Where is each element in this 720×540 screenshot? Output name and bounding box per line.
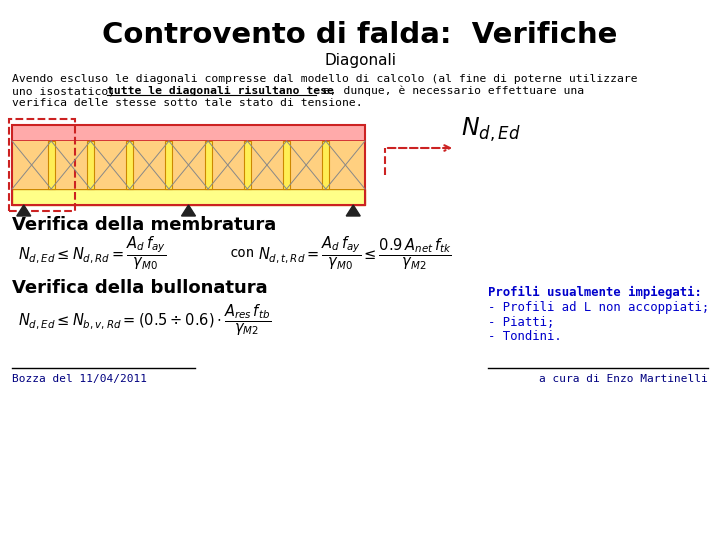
Text: Diagonali: Diagonali [324, 52, 396, 68]
Bar [12, 189, 365, 205]
Text: tutte le diagonali risultano tese: tutte le diagonali risultano tese [107, 86, 334, 96]
Bar [126, 141, 133, 189]
Bar [244, 141, 251, 189]
Text: Avendo escluso le diagonali compresse dal modello di calcolo (al fine di poterne: Avendo escluso le diagonali compresse da… [12, 74, 638, 84]
Polygon shape [17, 205, 31, 216]
Bar [12, 141, 365, 189]
Text: Bozza del 11/04/2011: Bozza del 11/04/2011 [12, 374, 147, 384]
Bar [87, 141, 94, 189]
Bar [283, 141, 290, 189]
Text: - Profili ad L non accoppiati;: - Profili ad L non accoppiati; [488, 300, 709, 314]
Text: $N_{d,Ed}$: $N_{d,Ed}$ [461, 116, 521, 144]
Text: - Piatti;: - Piatti; [488, 315, 554, 328]
Text: verifica delle stesse sotto tale stato di tensione.: verifica delle stesse sotto tale stato d… [12, 98, 363, 108]
Text: $N_{d,Ed} \leq N_{d,Rd} = \dfrac{A_d\,f_{ay}}{\gamma_{M0}}$: $N_{d,Ed} \leq N_{d,Rd} = \dfrac{A_d\,f_… [18, 234, 166, 272]
Text: Verifica della membratura: Verifica della membratura [12, 216, 276, 234]
Bar [12, 125, 365, 205]
Text: Profili usualmente impiegati:: Profili usualmente impiegati: [488, 286, 702, 299]
Text: Verifica della bullonatura: Verifica della bullonatura [12, 279, 268, 297]
Text: $N_{d,Ed} \leq N_{b,v,Rd} = (0.5 \div 0.6)\cdot\dfrac{A_{res}\,f_{tb}}{\gamma_{M: $N_{d,Ed} \leq N_{b,v,Rd} = (0.5 \div 0.… [18, 302, 271, 338]
Text: $N_{d,t,Rd} = \dfrac{A_d\,f_{ay}}{\gamma_{M0}} \leq \dfrac{0.9\,A_{net}\,f_{tk}}: $N_{d,t,Rd} = \dfrac{A_d\,f_{ay}}{\gamma… [258, 234, 452, 272]
Text: e, dunque, è necessario effettuare una: e, dunque, è necessario effettuare una [316, 86, 584, 96]
Bar [12, 125, 365, 141]
Bar [204, 141, 212, 189]
Polygon shape [181, 205, 196, 216]
Bar [166, 141, 172, 189]
Text: Controvento di falda:  Verifiche: Controvento di falda: Verifiche [102, 21, 618, 49]
Text: a cura di Enzo Martinelli: a cura di Enzo Martinelli [539, 374, 708, 384]
Text: uno isostatico): uno isostatico) [12, 86, 122, 96]
Bar [48, 141, 55, 189]
Text: - Tondini.: - Tondini. [488, 330, 562, 343]
Bar [9, 119, 75, 211]
Polygon shape [346, 205, 360, 216]
Text: con: con [230, 246, 255, 260]
Bar [323, 141, 329, 189]
